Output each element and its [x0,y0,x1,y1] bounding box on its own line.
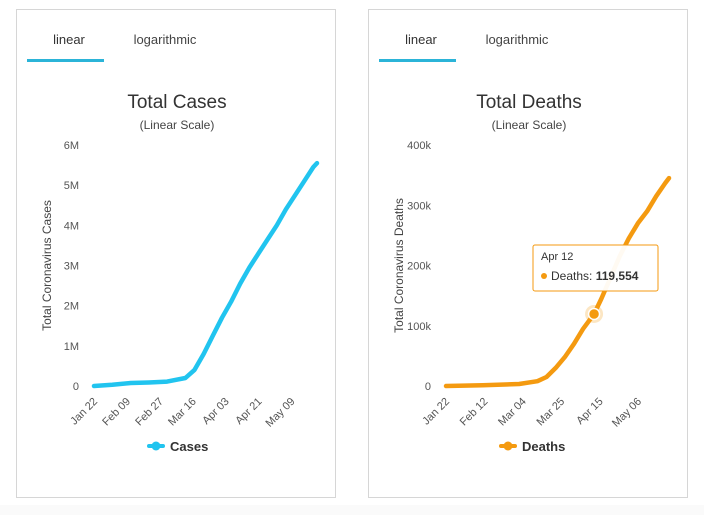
x-tick-label: Mar 04 [496,396,529,429]
legend-label: Deaths [522,439,565,454]
y-tick-label: 1M [64,341,79,353]
scale-tabs: linear logarithmic [369,10,687,64]
tab-logarithmic[interactable]: logarithmic [485,32,549,47]
tooltip-date: Apr 12 [541,251,573,263]
y-axis-title: Total Coronavirus Deaths [392,198,406,333]
tooltip-series-label: Deaths: [551,269,596,283]
x-tick-label: Mar 16 [166,396,199,429]
active-tab-indicator [27,59,104,62]
y-tick-label: 200k [407,261,431,273]
x-tick-label: Feb 09 [100,396,133,429]
scale-tabs: linear logarithmic [17,10,335,64]
y-tick-label: 5M [64,180,79,192]
legend-marker [503,441,513,451]
y-tick-label: 100k [407,321,431,333]
legend-label: Cases [170,439,208,454]
y-tick-label: 0 [73,381,79,393]
tooltip-box [532,244,659,292]
x-tick-label: Apr 21 [233,396,264,427]
cases-chart: Total Cases (Linear Scale) 0 1M 2M 3M 4M 5M 6M To… [40,92,320,454]
x-tick-label: Feb 27 [133,396,166,429]
y-axis-title: Total Coronavirus Cases [40,200,54,331]
cases-panel: linear logarithmic Total Cases (Linear Sc… [16,9,336,498]
tooltip-label: Deaths: 119,554 [551,269,639,283]
y-tick-label: 0 [425,381,431,393]
y-tick-label: 3M [64,261,79,273]
y-tick-label: 300k [407,200,431,212]
x-tick-label: Jan 22 [420,396,452,428]
tooltip-value: 119,554 [596,269,639,283]
hover-point [587,307,601,321]
tab-logarithmic[interactable]: logarithmic [133,32,197,47]
chart-subtitle: (Linear Scale) [492,118,567,132]
y-tick-label: 6M [64,140,79,152]
deaths-panel: linear logarithmic Total Deaths (Linear S… [368,9,688,498]
tab-linear[interactable]: linear [405,32,437,47]
tooltip-marker [541,273,547,279]
x-tick-label: May 09 [264,396,298,430]
legend-marker [151,441,161,451]
y-tick-label: 4M [64,220,79,232]
chart-title: Total Deaths [476,92,582,113]
x-tick-label: Jan 22 [68,396,100,428]
active-tab-indicator [379,59,456,62]
deaths-chart: Total Deaths (Linear Scale) 0 100k 200k 300k 4… [392,92,672,454]
x-tick-label: Mar 25 [535,396,568,429]
y-tick-label: 400k [407,140,431,152]
x-tick-label: Apr 15 [574,396,605,427]
chart-subtitle: (Linear Scale) [140,118,215,132]
page-bottom-strip [0,505,704,515]
tab-linear[interactable]: linear [53,32,85,47]
y-tick-label: 2M [64,301,79,313]
chart-title: Total Cases [127,92,226,113]
x-tick-label: May 06 [610,396,644,430]
x-tick-label: Apr 03 [200,396,231,427]
series-line [91,160,320,389]
x-tick-label: Feb 12 [458,396,491,429]
